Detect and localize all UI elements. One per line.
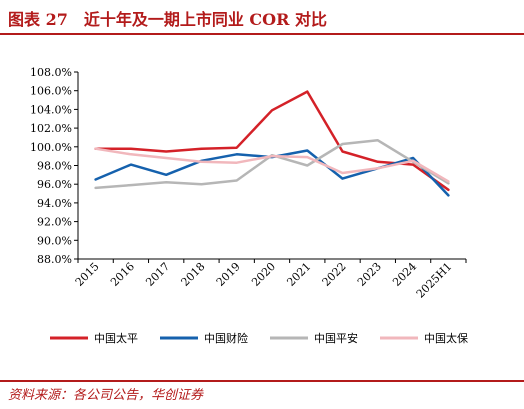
- series-lines: [94, 90, 450, 197]
- x-tick-label: 2017: [143, 260, 172, 289]
- legend-label: 中国太保: [424, 331, 468, 345]
- legend-label: 中国财险: [204, 331, 248, 345]
- title-underline: [0, 33, 524, 35]
- x-tick-label: 2016: [108, 260, 137, 289]
- x-tick-label: 2021: [284, 260, 313, 289]
- y-tick-label: 104.0%: [30, 103, 72, 116]
- figure-title: 图表 27 近十年及一期上市同业 COR 对比: [8, 10, 327, 29]
- x-tick-label: 2025H1: [414, 260, 455, 301]
- y-tick-label: 106.0%: [30, 85, 72, 98]
- legend-label: 中国平安: [314, 331, 358, 345]
- legend: 中国太平 中国财险 中国平安 中国太保: [50, 331, 468, 345]
- x-tick-label: 2020: [249, 260, 278, 289]
- y-tick-label: 102.0%: [30, 122, 72, 135]
- line-chart: 88.0% 90.0% 92.0% 94.0% 96.0% 98.0% 100.0% 102.…: [30, 66, 468, 345]
- x-tick-label: 2023: [355, 260, 384, 289]
- legend-label: 中国太平: [94, 332, 138, 345]
- x-tick-label: 2015: [73, 260, 102, 289]
- x-tick-label: 2018: [179, 260, 208, 289]
- x-tick-label: 2019: [214, 260, 243, 289]
- series-line-1: [94, 90, 450, 192]
- x-axis: 2015 2016 2017 2018 2019 2020 2021 2022 2023 2024…: [73, 258, 467, 301]
- y-tick-label: 100.0%: [30, 141, 72, 154]
- y-axis: 88.0% 90.0% 92.0% 94.0% 96.0% 98.0% 100.0% 102.…: [30, 66, 79, 266]
- y-tick-label: 108.0%: [30, 66, 72, 79]
- series-line-4: [94, 147, 450, 183]
- y-tick-label: 96.0%: [37, 178, 72, 191]
- source-note: 资料来源：各公司公告，华创证券: [8, 388, 204, 403]
- y-tick-label: 98.0%: [37, 160, 72, 173]
- x-tick-label: 2024: [390, 260, 419, 289]
- x-tick-label: 2022: [320, 260, 349, 289]
- footer-rule: [0, 380, 524, 382]
- y-tick-label: 90.0%: [37, 234, 72, 247]
- y-tick-label: 94.0%: [37, 197, 72, 210]
- y-tick-label: 92.0%: [37, 216, 72, 229]
- y-tick-label: 88.0%: [37, 253, 72, 266]
